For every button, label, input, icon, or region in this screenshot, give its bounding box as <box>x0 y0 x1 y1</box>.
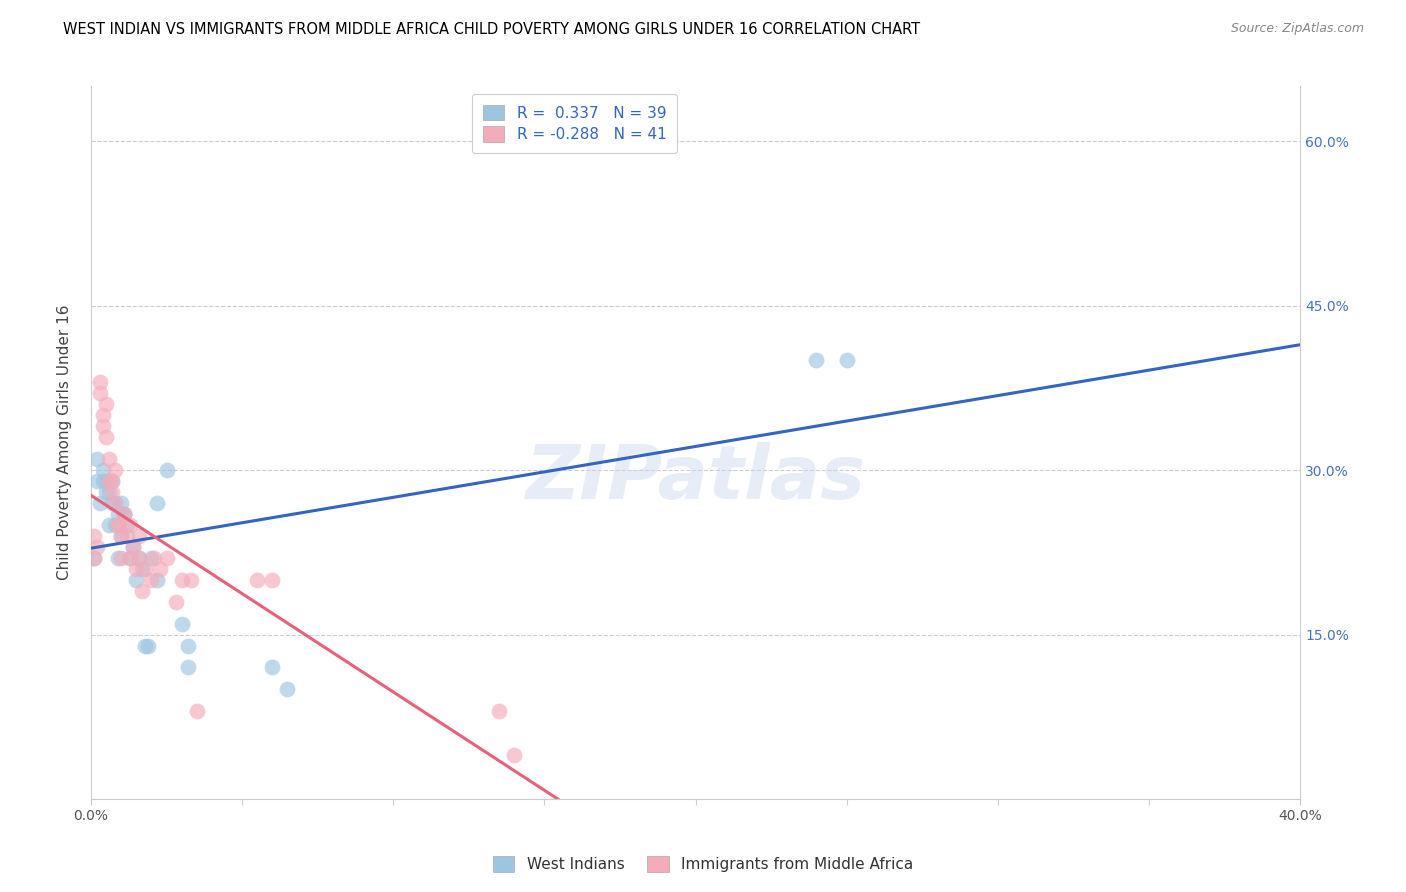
Point <box>176 660 198 674</box>
Point <box>91 419 114 434</box>
Point <box>146 496 169 510</box>
Point <box>112 507 135 521</box>
Point <box>120 550 142 565</box>
Point <box>134 562 156 576</box>
Point <box>170 573 193 587</box>
Point <box>128 550 150 565</box>
Point <box>110 529 132 543</box>
Point <box>104 496 127 510</box>
Point <box>94 485 117 500</box>
Point <box>180 573 202 587</box>
Point <box>110 550 132 565</box>
Text: ZIPatlas: ZIPatlas <box>526 442 866 515</box>
Point <box>131 562 153 576</box>
Point <box>155 463 177 477</box>
Point <box>98 485 121 500</box>
Point <box>112 507 135 521</box>
Point <box>165 595 187 609</box>
Point <box>143 550 166 565</box>
Point <box>134 639 156 653</box>
Point <box>806 353 828 368</box>
Point <box>186 704 208 718</box>
Point <box>125 562 148 576</box>
Legend: R =  0.337   N = 39, R = -0.288   N = 41: R = 0.337 N = 39, R = -0.288 N = 41 <box>472 94 676 153</box>
Point <box>141 573 163 587</box>
Point <box>98 452 121 467</box>
Point <box>128 529 150 543</box>
Point <box>89 376 111 390</box>
Point <box>104 518 127 533</box>
Point <box>128 550 150 565</box>
Point <box>115 529 138 543</box>
Point <box>94 397 117 411</box>
Point <box>835 353 858 368</box>
Point <box>120 518 142 533</box>
Point <box>94 474 117 488</box>
Point <box>107 518 129 533</box>
Point <box>98 474 121 488</box>
Text: Source: ZipAtlas.com: Source: ZipAtlas.com <box>1230 22 1364 36</box>
Point <box>170 616 193 631</box>
Point <box>276 682 298 697</box>
Point <box>131 583 153 598</box>
Point <box>101 474 124 488</box>
Point <box>138 639 160 653</box>
Legend: West Indians, Immigrants from Middle Africa: West Indians, Immigrants from Middle Afr… <box>485 848 921 880</box>
Point <box>262 573 284 587</box>
Point <box>101 474 124 488</box>
Point <box>98 518 121 533</box>
Point <box>86 474 108 488</box>
Point <box>91 409 114 423</box>
Point <box>125 573 148 587</box>
Y-axis label: Child Poverty Among Girls Under 16: Child Poverty Among Girls Under 16 <box>58 305 72 581</box>
Point <box>176 639 198 653</box>
Point <box>115 518 138 533</box>
Point <box>112 507 135 521</box>
Point <box>86 540 108 554</box>
Point <box>101 485 124 500</box>
Point <box>94 430 117 444</box>
Point <box>107 550 129 565</box>
Point <box>149 562 172 576</box>
Point <box>86 452 108 467</box>
Point <box>110 529 132 543</box>
Point <box>91 474 114 488</box>
Point <box>104 463 127 477</box>
Point <box>122 540 145 554</box>
Point <box>91 463 114 477</box>
Point <box>246 573 269 587</box>
Point <box>83 550 105 565</box>
Point <box>83 529 105 543</box>
Point <box>83 550 105 565</box>
Point <box>120 550 142 565</box>
Point <box>107 507 129 521</box>
Point <box>503 748 526 763</box>
Point <box>488 704 510 718</box>
Text: WEST INDIAN VS IMMIGRANTS FROM MIDDLE AFRICA CHILD POVERTY AMONG GIRLS UNDER 16 : WEST INDIAN VS IMMIGRANTS FROM MIDDLE AF… <box>63 22 921 37</box>
Point <box>122 540 145 554</box>
Point <box>110 496 132 510</box>
Point <box>262 660 284 674</box>
Point <box>107 518 129 533</box>
Point <box>146 573 169 587</box>
Point <box>89 386 111 401</box>
Point <box>155 550 177 565</box>
Point <box>104 496 127 510</box>
Point <box>101 496 124 510</box>
Point <box>141 550 163 565</box>
Point <box>89 496 111 510</box>
